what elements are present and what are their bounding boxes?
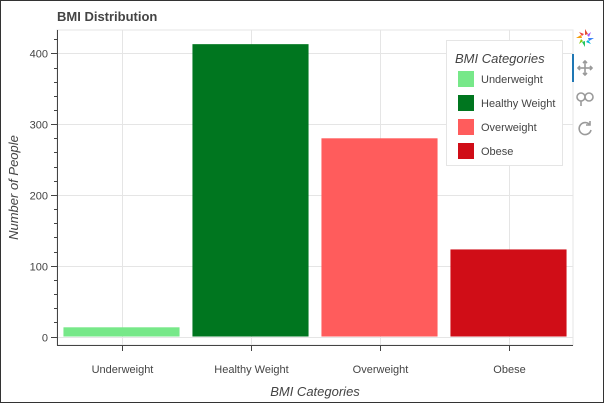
y-axis-title: Number of People (6, 135, 21, 240)
x-tick-label: Underweight (92, 364, 154, 376)
x-tick-label: Obese (493, 364, 525, 376)
legend-swatch (458, 119, 474, 135)
reset-icon[interactable] (571, 116, 599, 140)
bar (321, 138, 438, 337)
bar (192, 44, 309, 337)
box-zoom-icon[interactable] (571, 86, 599, 110)
x-tick-label: Overweight (353, 364, 409, 376)
y-tick-label: 200 (30, 191, 48, 203)
bokeh-logo-icon[interactable] (571, 26, 599, 50)
legend-label: Obese (481, 146, 513, 158)
legend-label: Underweight (481, 74, 543, 86)
y-tick-label: 100 (30, 262, 48, 274)
legend-label: Healthy Weight (481, 98, 555, 110)
bar (63, 327, 180, 337)
legend-swatch (458, 95, 474, 111)
active-tool-indicator (572, 54, 574, 82)
legend-title: BMI Categories (455, 51, 545, 66)
y-tick-label: 0 (42, 333, 48, 345)
bars (63, 44, 567, 337)
x-axis-title: BMI Categories (270, 384, 360, 399)
legend-swatch (458, 143, 474, 159)
legend-swatch (458, 71, 474, 87)
legend: BMI Categories Underweight Healthy Weight O… (446, 40, 563, 166)
legend-label: Overweight (481, 122, 537, 134)
y-tick-label: 300 (30, 120, 48, 132)
bar (450, 249, 567, 337)
y-tick-label: 400 (30, 49, 48, 61)
x-tick-label: Healthy Weight (214, 364, 288, 376)
chart-title: BMI Distribution (57, 9, 158, 24)
pan-icon[interactable] (571, 56, 599, 80)
axes: 0 100 200 300 400 Underweight Healthy Weight Ov… (6, 30, 573, 399)
